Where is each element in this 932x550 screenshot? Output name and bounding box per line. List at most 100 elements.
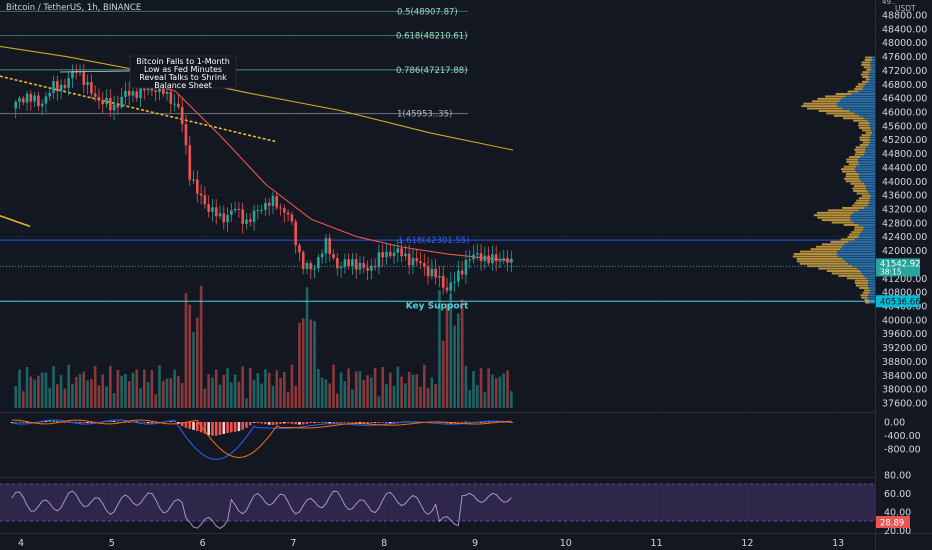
- time-tick: 8: [381, 538, 387, 549]
- volume-profile-bar: [818, 109, 850, 112]
- volume-bar: [430, 377, 434, 408]
- volume-bar: [286, 391, 290, 408]
- candle-body: [396, 248, 400, 253]
- candle-body: [48, 92, 52, 97]
- macd-histogram-bar: [74, 421, 78, 423]
- volume-bar: [256, 372, 260, 408]
- macd-histogram-bar: [78, 421, 82, 423]
- volume-bar: [445, 303, 449, 408]
- candle-body: [366, 267, 369, 271]
- volume-profile-bar: [861, 180, 875, 183]
- macd-histogram-bar: [366, 422, 369, 424]
- price-tick: 46400.00: [882, 94, 927, 105]
- price-tick: 44400.00: [882, 163, 927, 174]
- volume-profile-bar: [868, 202, 875, 205]
- volume-profile-bar: [864, 151, 875, 154]
- volume-bar: [237, 381, 241, 408]
- candle-body: [260, 209, 263, 211]
- volume-profile-bar: [812, 100, 840, 103]
- volume-profile-bar: [863, 66, 871, 69]
- volume-bar: [464, 365, 468, 408]
- macd-histogram-bar: [188, 422, 192, 429]
- time-tick: 4: [18, 538, 24, 549]
- volume-bar: [139, 388, 142, 408]
- volume-profile-bar: [853, 189, 868, 192]
- candle-body: [298, 245, 301, 253]
- macd-histogram-bar: [483, 422, 487, 423]
- volume-profile-bar: [852, 265, 875, 268]
- volume-profile-bar: [843, 117, 864, 120]
- volume-bar: [388, 372, 392, 408]
- volume-profile-bar: [860, 294, 868, 297]
- volume-bar: [25, 366, 29, 408]
- candle-body: [146, 88, 150, 91]
- volume-bar: [351, 389, 354, 408]
- volume-bar: [317, 369, 320, 408]
- volume-profile-bar: [860, 73, 869, 76]
- volume-profile-bar: [862, 71, 870, 74]
- volume-profile-bar: [835, 92, 852, 95]
- candle-body: [116, 104, 120, 108]
- candle-body: [21, 98, 25, 103]
- candle-body: [105, 97, 108, 105]
- candle-body: [479, 253, 483, 262]
- volume-bar: [438, 290, 441, 408]
- volume-profile-bar: [863, 117, 875, 120]
- volume-profile-bar: [858, 160, 875, 163]
- time-tick: 11: [651, 538, 663, 549]
- volume-bar: [271, 386, 275, 408]
- macd-histogram-bar: [275, 422, 279, 425]
- volume-profile-bar: [861, 296, 868, 299]
- volume-profile-bar: [858, 122, 870, 125]
- rsi-pane[interactable]: [0, 483, 875, 529]
- candle-body: [502, 258, 506, 261]
- fibonacci-labels: 0.5(48907.87) 0.618(48210.61) 0.786(47217.…: [396, 7, 470, 246]
- news-annotation[interactable]: Bitcoin Falls to 1-Month Low as Fed Minu…: [59, 55, 237, 90]
- macd-histogram-bar: [252, 422, 256, 423]
- volume-profile-bar: [868, 279, 875, 282]
- time-axis[interactable]: 4 5 6 7 8 9 10 11 12 13: [18, 538, 844, 549]
- volume-bar: [343, 381, 347, 408]
- candle-body: [108, 97, 112, 111]
- macd-histogram-bar: [14, 421, 18, 423]
- volume-profile-bar: [833, 114, 860, 117]
- volume-profile-bar: [859, 175, 875, 178]
- volume-profile-bar: [836, 253, 875, 256]
- candle-body: [59, 84, 63, 92]
- bar-countdown: 38:15: [880, 267, 902, 276]
- grid-lines: [0, 0, 875, 533]
- price-axis-top-label: 49..: [882, 0, 895, 6]
- price-tick: 46800.00: [882, 80, 927, 91]
- volume-profile-bar: [862, 272, 875, 275]
- volume-bar: [366, 375, 369, 408]
- volume-bar: [290, 364, 294, 408]
- candle-body: [362, 262, 366, 268]
- news-line-3: Reveal Talks to Shrink: [139, 73, 227, 82]
- candle-body: [203, 195, 207, 205]
- price-tick: 45600.00: [882, 121, 927, 132]
- volume-bar: [347, 368, 350, 408]
- volume-bar: [313, 320, 316, 408]
- volume-profile-bar: [855, 151, 865, 154]
- volume-profile-bar: [872, 131, 875, 134]
- volume-profile-bar: [865, 78, 871, 81]
- volume-bar: [59, 375, 63, 408]
- volume-bar: [63, 388, 67, 408]
- candle-body: [233, 208, 237, 211]
- volume-profile-bar: [837, 105, 875, 108]
- price-tick: 46000.00: [882, 108, 927, 119]
- candle-body: [441, 275, 445, 288]
- volume-bar: [385, 384, 388, 408]
- candle-body: [305, 263, 309, 269]
- volume-profile-bar: [868, 143, 875, 146]
- volume-bar: [18, 369, 21, 408]
- candle-body: [419, 261, 422, 264]
- macd-pane[interactable]: [10, 419, 513, 460]
- candle-body: [426, 266, 430, 277]
- macd-histogram-bar: [116, 421, 120, 423]
- macd-histogram-bar: [139, 421, 142, 423]
- volume-profile-bar: [801, 105, 838, 108]
- macd-histogram-bar: [82, 422, 86, 423]
